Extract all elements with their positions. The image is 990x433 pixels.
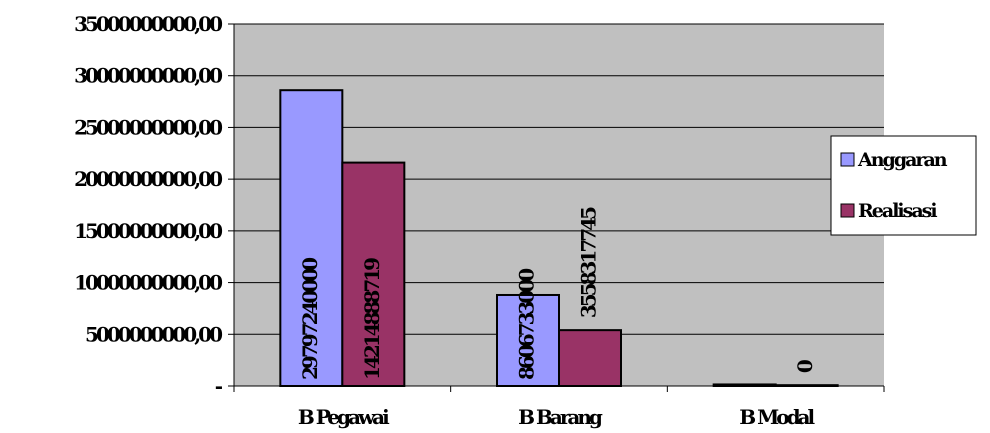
legend-swatch-realisasi: [840, 203, 855, 218]
data-labels: 29797240000 14214888719 8606733000 35583177…: [298, 207, 817, 380]
y-tick-label: 25000000000,00: [74, 115, 222, 139]
y-tick-label: -: [215, 374, 223, 398]
bar-realisasi-1: [558, 329, 622, 387]
bar-realisasi-0: [341, 161, 406, 387]
legend-label-realisasi: Realisasi: [858, 200, 937, 222]
data-label: 8606733000: [515, 269, 539, 380]
data-label: 14214888719: [360, 258, 384, 380]
y-tick-label: 15000000000,00: [74, 219, 222, 243]
x-category-label: B Barang: [518, 405, 603, 429]
data-label: 0: [793, 360, 817, 373]
y-tick-label: 20000000000,00: [74, 167, 222, 191]
y-tick-label: 5000000000,00: [85, 322, 222, 346]
x-axis-ticks: B Pegawai B Barang B Modal: [233, 386, 885, 429]
legend: Anggaran Realisasi: [830, 135, 977, 236]
data-label: 29797240000: [298, 258, 322, 380]
data-label: 3558317745: [577, 207, 601, 318]
y-tick-label: 30000000000,00: [74, 64, 222, 88]
y-tick-label: 35000000000,00: [74, 12, 222, 36]
legend-label-anggaran: Anggaran: [857, 149, 948, 171]
x-category-label: B Pegawai: [298, 405, 390, 429]
y-tick-label: 10000000000,00: [74, 271, 222, 295]
y-axis-ticks: - 5000000000,00 10000000000,00 15000000000,…: [74, 12, 234, 398]
x-category-label: B Modal: [739, 405, 815, 429]
legend-box: [830, 135, 977, 236]
legend-swatch-anggaran: [840, 152, 855, 167]
